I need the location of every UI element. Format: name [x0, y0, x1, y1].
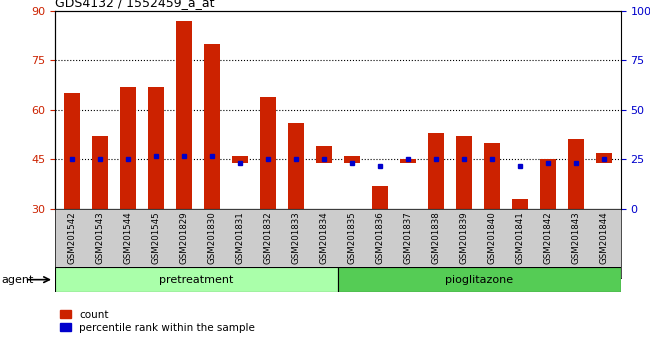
Bar [372, 186, 387, 209]
Text: GSM201838: GSM201838 [432, 211, 441, 264]
Legend: count, percentile rank within the sample: count, percentile rank within the sample [60, 310, 255, 333]
Text: GSM201833: GSM201833 [291, 211, 300, 264]
Text: GSM201831: GSM201831 [235, 211, 244, 264]
Text: GSM201830: GSM201830 [207, 211, 216, 264]
Bar [568, 139, 584, 209]
Bar [484, 143, 500, 209]
Bar [260, 97, 276, 209]
Bar [317, 146, 332, 162]
Text: GSM201544: GSM201544 [124, 211, 133, 264]
Bar [456, 136, 472, 209]
Bar [64, 93, 80, 209]
Bar [428, 133, 444, 209]
Text: agent: agent [1, 275, 34, 285]
Text: pretreatment: pretreatment [159, 275, 234, 285]
Text: GSM201844: GSM201844 [599, 211, 608, 264]
Text: GSM201543: GSM201543 [96, 211, 105, 264]
Text: pioglitazone: pioglitazone [445, 275, 514, 285]
Text: GSM201840: GSM201840 [488, 211, 497, 264]
Text: GSM201835: GSM201835 [348, 211, 356, 264]
Text: GSM201545: GSM201545 [151, 211, 161, 264]
Bar [148, 87, 164, 209]
Text: GSM201837: GSM201837 [404, 211, 413, 264]
Text: GSM201836: GSM201836 [376, 211, 385, 264]
Text: GSM201842: GSM201842 [543, 211, 552, 264]
Bar [232, 156, 248, 162]
Text: GSM201843: GSM201843 [571, 211, 580, 264]
Text: GSM201832: GSM201832 [263, 211, 272, 264]
Bar [204, 44, 220, 209]
Text: GSM201841: GSM201841 [515, 211, 525, 264]
Bar [289, 123, 304, 209]
Text: GSM201829: GSM201829 [179, 211, 188, 264]
Bar [55, 267, 338, 292]
Bar [344, 156, 359, 162]
Bar [92, 136, 108, 209]
Bar [596, 153, 612, 162]
Bar [176, 21, 192, 209]
Text: GSM201542: GSM201542 [68, 211, 77, 264]
Bar [120, 87, 136, 209]
Text: GDS4132 / 1552459_a_at: GDS4132 / 1552459_a_at [55, 0, 214, 10]
Text: GSM201834: GSM201834 [320, 211, 328, 264]
Bar [512, 199, 528, 209]
Bar [338, 267, 621, 292]
Bar [540, 159, 556, 209]
Text: GSM201839: GSM201839 [460, 211, 469, 264]
Bar [400, 159, 416, 162]
